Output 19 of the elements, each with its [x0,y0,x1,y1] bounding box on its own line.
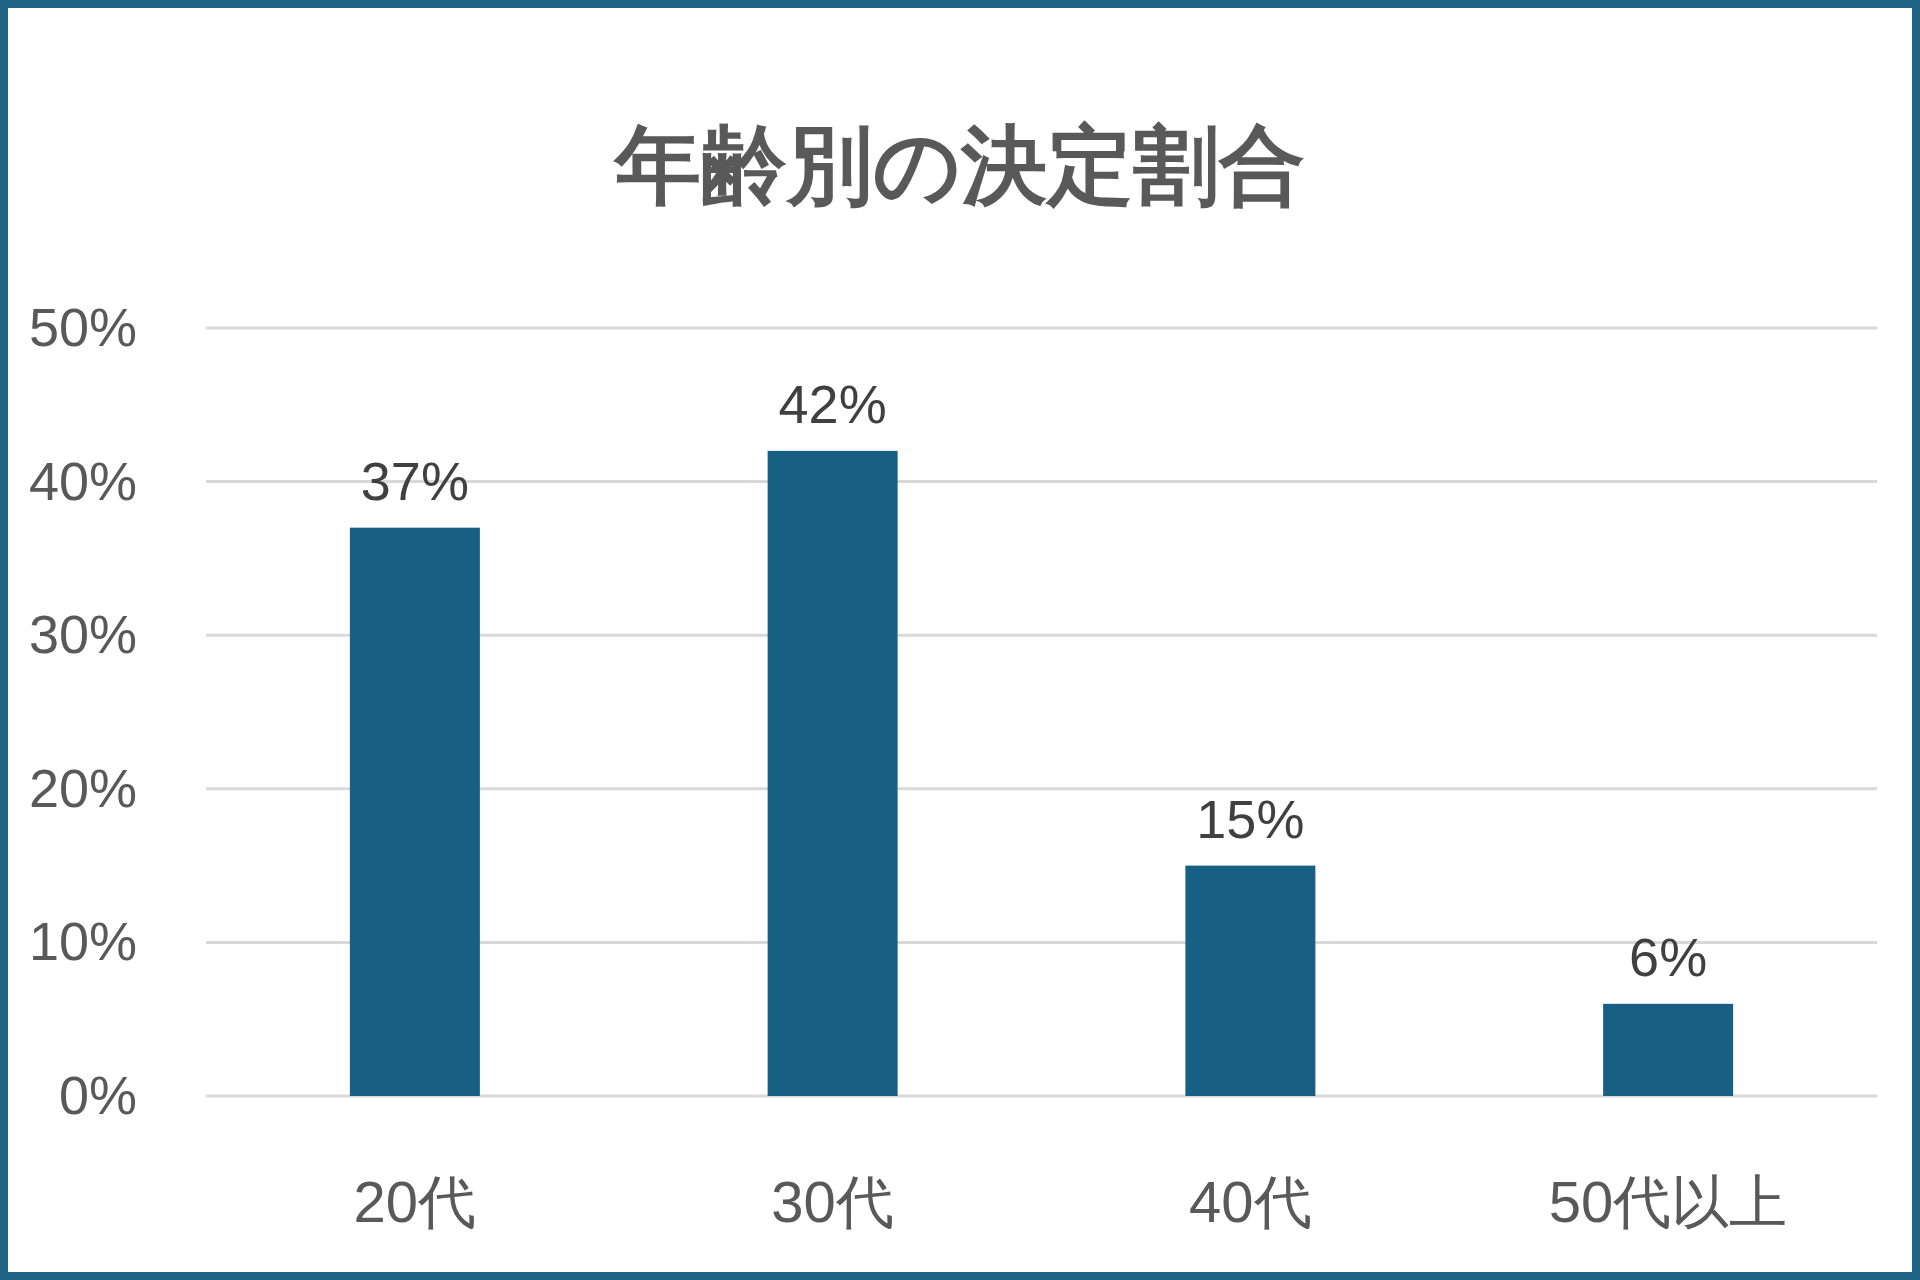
chart-title: 年齢別の決定割合 [613,117,1305,213]
bar [767,450,898,1096]
y-tick-label: 20% [28,757,137,818]
x-tick-label: 40代 [1189,1169,1312,1234]
bar [1185,865,1316,1096]
x-tick-label: 50代以上 [1548,1169,1788,1234]
data-label: 6% [1629,926,1708,987]
y-tick-label: 40% [28,450,137,511]
y-tick-label: 0% [58,1065,137,1125]
y-tick-label: 10% [28,911,137,972]
data-label: 15% [1196,788,1305,849]
x-tick-label: 20代 [353,1169,477,1234]
data-label: 37% [360,450,469,511]
y-tick-label: 30% [28,604,137,665]
data-label: 42% [778,373,887,434]
bar [1603,1003,1734,1096]
bar [349,527,480,1096]
x-tick-label: 30代 [771,1169,894,1234]
y-tick-label: 50% [28,297,137,357]
